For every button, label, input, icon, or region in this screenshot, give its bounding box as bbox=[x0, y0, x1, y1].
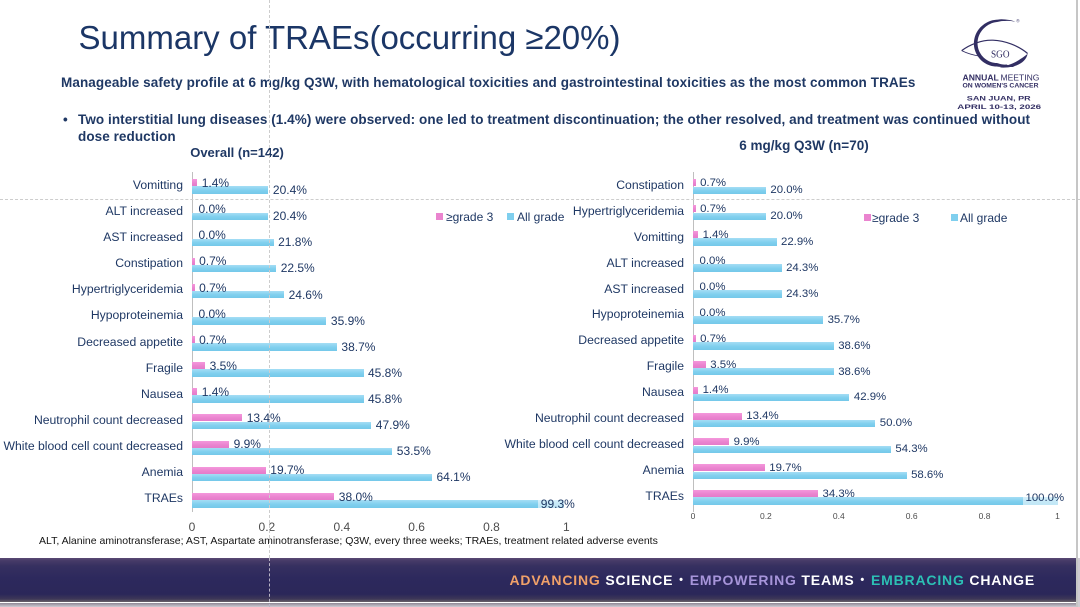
svg-text:MEETING: MEETING bbox=[1001, 74, 1040, 83]
svg-text:SGO: SGO bbox=[991, 48, 1010, 60]
svg-text:ANNUAL: ANNUAL bbox=[963, 74, 1000, 83]
svg-text:SAN JUAN, PR: SAN JUAN, PR bbox=[967, 96, 1031, 103]
svg-text:®: ® bbox=[1016, 18, 1020, 24]
svg-text:ON WOMEN'S CANCER: ON WOMEN'S CANCER bbox=[963, 82, 1039, 89]
svg-text:APRIL 10-13, 2026: APRIL 10-13, 2026 bbox=[957, 104, 1041, 111]
